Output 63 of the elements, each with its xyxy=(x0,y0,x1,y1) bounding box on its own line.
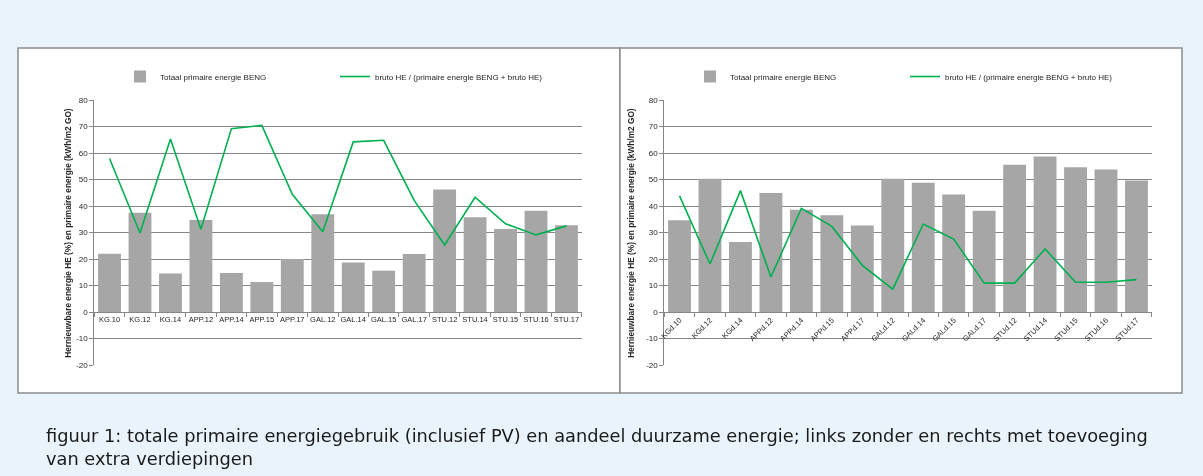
y-tick-label: 20 xyxy=(78,254,89,264)
y-tick-label: 80 xyxy=(78,95,89,105)
bar xyxy=(189,220,213,312)
bar xyxy=(698,178,722,312)
bar xyxy=(1003,164,1027,312)
bar xyxy=(250,282,274,312)
bar xyxy=(555,225,578,312)
y-tick-label: 50 xyxy=(648,175,659,185)
bar xyxy=(341,262,365,312)
bar xyxy=(850,225,874,312)
y-tick-label: 40 xyxy=(78,201,89,211)
line-series xyxy=(108,124,568,246)
y-tick-label: 10 xyxy=(648,281,659,291)
bar xyxy=(372,270,396,312)
bar xyxy=(881,178,905,312)
y-tick-label: 60 xyxy=(78,148,89,158)
bar xyxy=(311,214,335,312)
bar xyxy=(972,210,996,312)
bar xyxy=(494,229,517,312)
bar xyxy=(729,242,752,312)
text: figuur 1: totale primaire energiegebruik (inclusief PV) en aandeel duurzame energie; links zonder en rechts met toevoeging van extra verdiepingen xyxy=(46,425,1148,470)
bar xyxy=(433,189,457,312)
line-series xyxy=(678,189,1138,291)
bar xyxy=(759,193,783,312)
bar xyxy=(402,253,426,312)
y-axis-title: Hernieuwbare energie HE (%) en primaire energie (kWh/m2 GO) xyxy=(625,108,636,358)
legend-label: bruto HE / (primaire energie BENG + bruto HE) xyxy=(375,72,543,82)
bar xyxy=(1125,180,1148,312)
bar xyxy=(98,253,121,312)
y-tick-label: 50 xyxy=(78,175,89,185)
y-tick-label: 0 xyxy=(653,307,659,317)
y-tick-label: 10 xyxy=(78,281,89,291)
bar xyxy=(463,217,487,312)
y-tick-label: 40 xyxy=(648,201,659,211)
bar xyxy=(668,220,691,312)
bar xyxy=(1094,169,1118,312)
bar xyxy=(219,273,243,312)
bar xyxy=(1064,167,1087,312)
y-tick-label: 70 xyxy=(78,122,89,132)
legend-label: bruto HE / (primaire energie BENG + bruto HE) xyxy=(945,72,1113,82)
y-tick-label: 0 xyxy=(83,307,89,317)
bar xyxy=(524,210,548,312)
y-tick-label: 80 xyxy=(648,95,659,105)
y-tick-label: -20 xyxy=(646,360,659,370)
legend-label: Totaal primaire energie BENG xyxy=(730,72,837,82)
y-tick-label: 60 xyxy=(648,148,659,158)
legend-label: Totaal primaire energie BENG xyxy=(160,72,267,82)
y-tick-label: 30 xyxy=(648,228,659,238)
bar xyxy=(789,209,813,312)
bar xyxy=(280,259,304,312)
y-tick-label: 30 xyxy=(78,228,89,238)
bar xyxy=(942,194,966,312)
y-tick-label: 20 xyxy=(648,254,659,264)
bar xyxy=(911,182,935,312)
bar xyxy=(159,273,182,312)
y-axis-title: Hernieuwbare energie HE (%) en primaire energie (kWh/m2 GO) xyxy=(62,108,73,358)
bar xyxy=(1033,156,1057,312)
y-tick-label: -20 xyxy=(76,360,89,370)
y-tick-label: -10 xyxy=(646,334,659,344)
y-tick-label: -10 xyxy=(76,334,89,344)
bar xyxy=(128,212,152,312)
y-tick-label: 70 xyxy=(648,122,659,132)
bar xyxy=(820,215,844,312)
